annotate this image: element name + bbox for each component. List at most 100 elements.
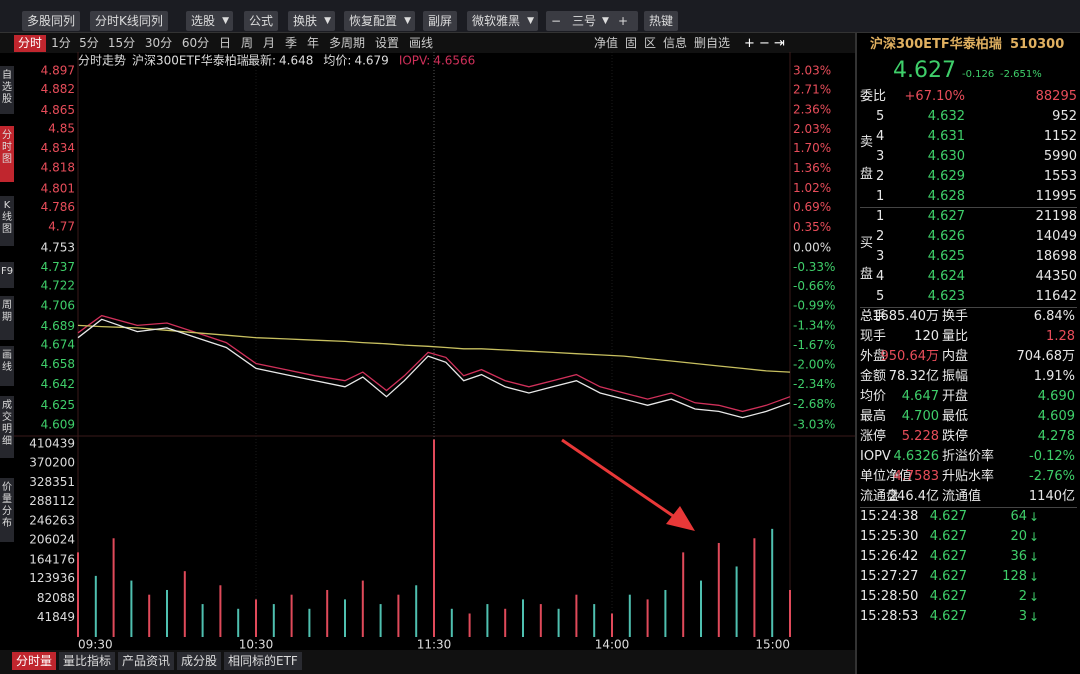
volume-tick-label: 41849: [37, 610, 75, 624]
font-size-control[interactable]: − 三号 ▼ +: [546, 11, 638, 31]
button[interactable]: 多股同列: [22, 11, 81, 31]
tab[interactable]: 周: [240, 36, 253, 50]
button[interactable]: 公式: [244, 11, 279, 31]
side-tab[interactable]: 价量分布: [0, 478, 14, 542]
button[interactable]: 分时K线同列: [90, 11, 168, 31]
tab[interactable]: 30分: [144, 36, 173, 50]
tab[interactable]: 年: [306, 36, 319, 50]
volume-bar: [504, 608, 507, 637]
tool[interactable]: 删自选: [694, 36, 731, 50]
side-tab[interactable]: 自选股: [0, 66, 14, 114]
trade-price: 4.627: [929, 549, 967, 564]
y-tick-label: 4.658: [41, 357, 75, 371]
y2-tick-label: -1.34%: [793, 319, 835, 333]
tab[interactable]: 多周期: [328, 36, 365, 50]
stat-value: 5.228: [901, 429, 939, 444]
bottom-tab[interactable]: 相同标的ETF: [224, 652, 302, 670]
volume-bar: [77, 552, 79, 637]
volume-bar: [148, 594, 151, 637]
stat-label: 现手: [860, 329, 887, 344]
trade-row: 15:26:42 4.627 36 ↓: [860, 547, 1077, 567]
y-tick-label: 4.818: [41, 161, 75, 175]
side-label: 盘: [860, 167, 874, 182]
tab[interactable]: 季: [284, 36, 297, 50]
bottom-tab[interactable]: 产品资讯: [118, 652, 175, 670]
price: 4.627: [927, 209, 965, 224]
tab[interactable]: 分时: [14, 35, 46, 52]
trade-row: 15:28:53 4.627 3 ↓: [860, 607, 1077, 627]
tab[interactable]: 15分: [107, 36, 136, 50]
stat-row: 总手 1685.40万 换手 6.84%: [860, 307, 1077, 327]
weibi-row: 委比 +67.10% 88295: [860, 87, 1077, 107]
stat-label: 振幅: [942, 369, 969, 384]
side-tab[interactable]: 分时图: [0, 126, 14, 182]
volume: 1553: [1043, 169, 1077, 184]
label: 三号: [572, 14, 597, 28]
label: 委比: [860, 89, 887, 104]
dropdown[interactable]: 选股 ▼: [186, 11, 234, 31]
trade-direction: ↓: [1028, 550, 1039, 564]
stat-row: IOPV 4.6326 折溢价率 -0.12%: [860, 447, 1077, 467]
tab[interactable]: 60分: [181, 36, 210, 50]
dropdown[interactable]: 恢复配置 ▼: [344, 11, 416, 31]
volume-bar: [112, 538, 115, 637]
button[interactable]: 副屏: [423, 11, 458, 31]
button[interactable]: 热键: [644, 11, 679, 31]
y-tick-label: 4.834: [41, 141, 75, 155]
volume-bar: [664, 589, 667, 637]
chart: 分时走势 沪深300ETF华泰柏瑞 4.897 4.882 4.865 4.85 4.8…: [14, 52, 855, 652]
stat-value: -2.76%: [1029, 469, 1075, 484]
stat-label: 单位净值: [860, 469, 913, 484]
side-tab[interactable]: K线图: [0, 196, 14, 246]
trade-volume: 64: [1010, 509, 1027, 524]
book-divider: [860, 507, 1077, 508]
stat-row: 涨停 5.228 跌停 4.278: [860, 427, 1077, 447]
volume-bar: [789, 589, 791, 637]
level: 1: [876, 209, 885, 224]
tool[interactable]: 固: [625, 36, 638, 50]
trade-price: 4.627: [929, 609, 967, 624]
stat-value: 4.7583: [893, 469, 940, 484]
security-name: 沪深300ETF华泰柏瑞: [870, 37, 1002, 52]
side-tab[interactable]: 周期: [0, 296, 14, 340]
dropdown[interactable]: 换肤 ▼: [288, 11, 336, 31]
stat-row: 流通盘 246.4亿 流通值 1140亿: [860, 487, 1077, 507]
tab[interactable]: 月: [262, 36, 275, 50]
side-tab[interactable]: F9: [0, 262, 14, 288]
period-tabs: 分时 1分 5分 15分 30分 60分日周月季年多周期 设置 画线 净值固区信息 删自选 + − …: [0, 33, 855, 53]
tab[interactable]: 5分: [79, 36, 99, 50]
volume-bar: [415, 585, 418, 637]
book-divider: [860, 307, 1077, 308]
bid-row: 1 4.627 21198: [860, 207, 1077, 227]
trade-price: 4.627: [929, 529, 967, 544]
side-tab[interactable]: 成交明细: [0, 396, 14, 458]
tab[interactable]: 1分: [51, 36, 71, 50]
y2-tick-label: -2.00%: [793, 357, 835, 371]
trade-time: 15:27:27: [860, 569, 919, 584]
side-tab[interactable]: 画线: [0, 346, 14, 386]
volume-bar: [237, 608, 240, 637]
tab[interactable]: 设置: [374, 36, 399, 50]
window-controls[interactable]: + − ⇥: [744, 36, 785, 51]
y2-tick-label: 1.70%: [793, 141, 831, 155]
y-tick-label: 4.625: [41, 398, 75, 412]
tab[interactable]: 画线: [408, 36, 433, 50]
bottom-tab[interactable]: 成分股: [177, 652, 222, 670]
book-divider: [860, 207, 1077, 208]
y2-tick-label: -3.03%: [793, 417, 835, 431]
quote-panel: 沪深300ETF华泰柏瑞 510300 4.627 -0.126 -2.651% 委比 +6…: [855, 33, 1080, 674]
trade-row: 15:27:27 4.627 128 ↓: [860, 567, 1077, 587]
label: 微软雅黑: [472, 14, 521, 28]
dropdown[interactable]: 微软雅黑 ▼: [467, 11, 539, 31]
tool[interactable]: 信息: [663, 36, 688, 50]
stat-label: 内盘: [942, 349, 969, 364]
price: 4.623: [927, 289, 965, 304]
tab[interactable]: 日: [218, 36, 231, 50]
volume-tick-label: 123936: [29, 571, 75, 585]
tool[interactable]: 净值: [594, 36, 619, 50]
bottom-tab[interactable]: 分时量: [12, 652, 57, 670]
legend-value: 4.6566: [433, 54, 475, 68]
tool[interactable]: 区: [644, 36, 657, 50]
bottom-tab[interactable]: 量比指标: [59, 652, 116, 670]
stat-value: 4.6326: [893, 449, 940, 464]
